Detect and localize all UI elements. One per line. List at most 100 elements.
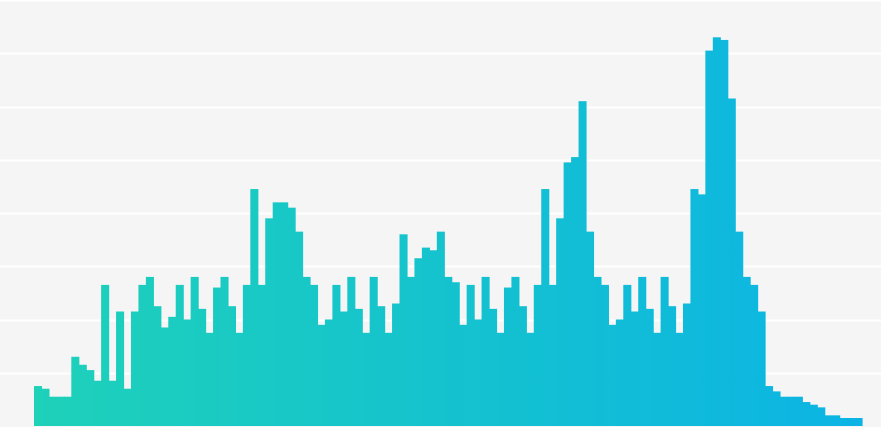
bar [578,101,587,427]
bar [794,396,803,426]
bar [690,189,699,426]
bar [190,276,199,426]
bar [727,98,736,426]
bar [295,231,304,426]
bar [600,284,609,426]
bar [765,386,774,426]
bar [339,311,348,426]
bar [242,284,251,426]
bars-group [34,37,863,427]
bar [779,396,789,426]
bar [668,306,677,426]
bar [205,332,214,426]
bar [593,276,602,426]
bar [414,258,423,426]
bar [369,276,378,426]
bar [317,324,326,426]
bar [101,284,110,426]
bar [41,388,50,426]
bar [847,418,856,426]
bar [541,189,550,426]
bar [265,218,274,426]
bar [839,418,848,426]
bar [682,303,692,426]
bar [615,319,624,426]
bar [735,231,744,426]
bar [518,306,527,426]
bar [496,332,505,426]
bar [854,418,863,426]
bar [832,415,841,426]
bar [250,189,259,426]
bar [175,284,184,426]
bar [466,284,475,426]
bar [227,306,237,426]
bar [787,396,796,426]
bar [697,194,706,426]
bar [310,284,319,426]
bar [489,308,498,426]
bar [183,319,192,426]
bar [750,284,759,426]
bar [145,276,154,426]
bar [56,396,65,426]
bar [548,284,557,426]
bar [660,276,669,426]
bar [130,311,140,426]
bar [302,276,311,426]
bar [384,332,393,426]
bar [399,234,408,426]
bar [742,276,751,426]
bar [138,284,147,426]
bar [653,332,662,426]
bar [78,364,87,426]
bar [503,287,513,426]
bar [645,308,654,426]
bar [623,284,632,426]
bar [421,247,430,426]
bar [354,308,363,426]
bar [362,332,371,426]
bar [48,396,57,426]
bar [720,39,729,426]
bar [280,202,289,426]
bar [511,276,520,426]
bar [86,370,95,426]
bar [824,415,833,426]
bar [608,324,617,426]
bar [123,388,132,426]
bar [377,306,386,426]
bar [235,332,244,426]
bar [160,327,169,426]
bar [705,50,714,427]
bar [436,231,445,426]
bar [324,319,333,426]
bar [93,380,102,426]
bar [168,316,177,426]
bar [406,276,416,426]
bar [630,311,639,426]
bar [34,386,43,426]
bar [526,332,535,426]
bar [533,284,542,426]
bar [198,308,207,426]
bar [809,404,818,426]
bar [108,380,117,426]
bar [287,207,296,426]
bar [429,250,438,426]
bar [71,356,80,426]
bar [272,202,281,426]
bar [451,282,460,426]
bar [802,402,811,426]
bar [347,276,356,426]
bar [586,231,595,426]
bar [213,287,222,426]
bar [220,276,229,426]
bar [116,311,125,426]
bar [571,157,580,426]
bar [153,306,162,426]
bar [757,311,766,426]
bar [817,407,826,426]
